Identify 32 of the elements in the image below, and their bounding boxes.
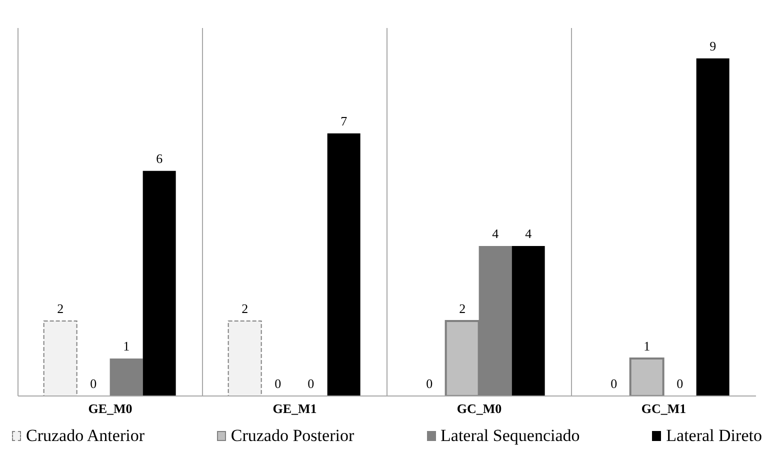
bar [43,320,78,396]
bar [696,58,730,396]
bar [512,246,545,396]
data-label: 0 [274,376,282,391]
bar [110,358,143,396]
data-label: 6 [156,150,164,166]
x-tick-label: GC_M1 [641,401,686,416]
data-label: 2 [57,300,64,316]
legend-label: Cruzado Posterior [230,426,354,446]
data-label: 0 [426,376,433,391]
data-label: 9 [710,38,716,54]
data-label: 2 [459,300,466,316]
legend-label: Lateral Sequenciado [440,426,580,446]
data-label: 1 [644,338,650,354]
data-label: 7 [340,113,348,128]
x-tick-label: GC_M0 [456,401,502,416]
data-label: 0 [610,376,618,391]
data-label: 2 [242,300,248,316]
data-label: 0 [676,376,684,391]
x-tick-label: GE_M0 [88,401,132,416]
data-label: 1 [123,338,130,354]
bar [327,133,360,396]
legend-label: Lateral Direto [665,426,762,446]
x-tick-label: GE_M1 [272,401,317,416]
bar [142,170,176,396]
data-label: 4 [492,226,500,241]
data-label: 0 [308,376,314,391]
legend-label: Cruzado Anterior [25,426,144,446]
data-label: 0 [90,376,97,391]
data-label: 4 [525,226,532,241]
bar [228,320,262,396]
bar [629,357,664,396]
